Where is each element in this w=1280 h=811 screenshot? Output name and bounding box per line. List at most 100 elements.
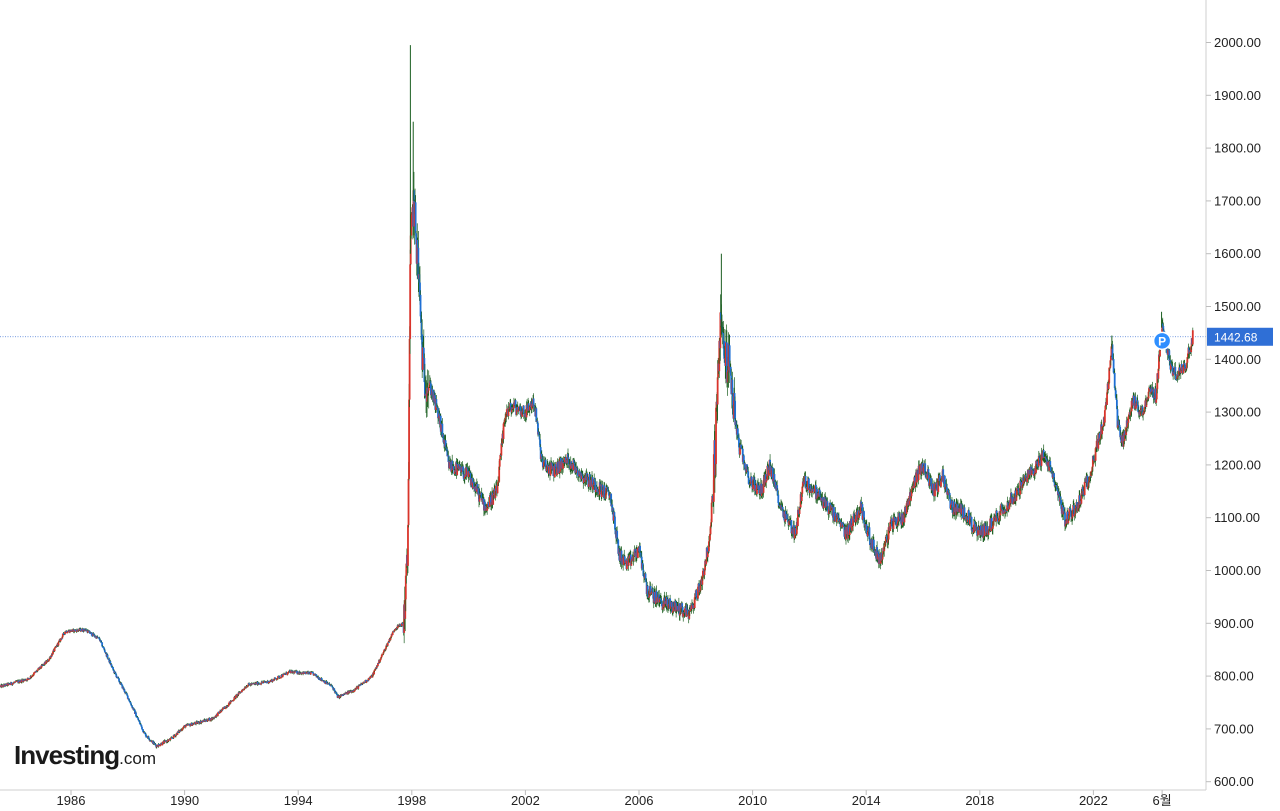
candle-body <box>187 724 190 726</box>
candle-body <box>892 517 895 530</box>
candle-body <box>786 514 788 520</box>
candle-body <box>657 596 660 603</box>
candle-body <box>291 670 294 673</box>
candle-body <box>515 409 518 415</box>
candle-body <box>691 603 693 610</box>
candle-body <box>404 599 407 619</box>
candle-body <box>1070 510 1072 517</box>
candle-body <box>679 613 681 616</box>
candle-body <box>266 682 268 684</box>
candle-body <box>776 485 779 490</box>
candle-body <box>827 509 829 512</box>
candle-body <box>934 484 937 491</box>
candle-body <box>576 470 579 476</box>
candle-body <box>724 342 727 366</box>
candle-body <box>156 745 159 747</box>
candle-body <box>587 480 590 487</box>
candle-body <box>826 501 829 510</box>
candle-body <box>504 418 507 421</box>
candle-body <box>114 673 117 675</box>
candle-body <box>337 695 339 698</box>
candle-body <box>155 745 158 748</box>
candle-body <box>421 347 424 370</box>
candle-body <box>1053 482 1056 487</box>
candle-body <box>835 519 838 523</box>
candle-body <box>1184 364 1187 371</box>
candle-body <box>224 708 227 710</box>
candle-body <box>1097 434 1100 449</box>
candle-body <box>541 456 544 461</box>
candle-body <box>631 559 633 561</box>
candle-body <box>37 668 40 670</box>
candle-body <box>133 709 136 711</box>
candle-body <box>1135 403 1138 406</box>
candle-body <box>960 504 963 515</box>
x-tick-label: 2018 <box>965 793 994 808</box>
candle-body <box>1154 388 1157 403</box>
candle-body <box>962 517 965 519</box>
candle-body <box>729 366 732 376</box>
candle-body <box>543 461 546 463</box>
candle-body <box>167 739 170 741</box>
candle-body <box>35 671 37 673</box>
candle-body <box>269 680 272 682</box>
candle-body <box>431 389 434 397</box>
candle-body <box>764 474 767 483</box>
candle-body <box>458 464 461 470</box>
candle-body <box>98 637 101 640</box>
candle-body <box>594 481 597 493</box>
candle-body <box>903 512 906 523</box>
candle-body <box>261 681 264 683</box>
candle-body <box>642 569 645 577</box>
candle-body <box>1083 481 1086 496</box>
candle-body <box>1083 494 1086 496</box>
candle-body <box>335 692 338 695</box>
candle-body <box>673 607 675 612</box>
candle-body <box>980 530 983 536</box>
candle-body <box>404 575 407 600</box>
candle-body <box>1010 492 1013 499</box>
candle-body <box>992 525 994 529</box>
candle-body <box>1088 477 1091 482</box>
candle-body <box>1120 435 1123 443</box>
candle-body <box>710 502 713 523</box>
candle-body <box>521 411 524 417</box>
candle-body <box>296 670 299 674</box>
candle-body <box>992 521 995 526</box>
candle-body <box>1177 374 1179 376</box>
candle-body <box>721 331 724 334</box>
candle-body <box>891 526 894 528</box>
candle-body <box>760 483 763 496</box>
candle-body <box>1 685 4 688</box>
candle-body <box>93 634 96 637</box>
candle-body <box>726 371 729 383</box>
candle-body <box>32 674 35 676</box>
candle-body <box>923 466 925 474</box>
candle-body <box>542 466 545 468</box>
candle-body <box>468 471 471 475</box>
candle-body <box>137 719 140 721</box>
candle-body <box>48 658 51 661</box>
candle-body <box>752 479 755 490</box>
candle-body <box>349 691 351 693</box>
candle-body <box>103 648 106 651</box>
investing-logo[interactable]: Investing .com <box>14 740 156 771</box>
candle-body <box>419 294 422 317</box>
candle-body <box>458 464 461 467</box>
candle-body <box>802 481 805 483</box>
candle-body <box>1026 476 1029 483</box>
candle-body <box>1191 330 1194 345</box>
candle-body <box>1022 477 1025 484</box>
candle-body <box>1095 440 1098 448</box>
y-axis-ticks: 600.00 700.00 800.00 900.00 1000.00 1100.00 12… <box>1206 35 1261 789</box>
candle-body <box>691 603 694 606</box>
candle-body <box>754 485 757 489</box>
candle-body <box>91 635 94 637</box>
candle-body <box>1153 396 1156 399</box>
candle-body <box>503 422 505 424</box>
candle-body <box>947 489 950 496</box>
candle-body <box>985 531 988 536</box>
candle-body <box>386 643 389 646</box>
candle-body <box>835 516 838 523</box>
candle-body <box>974 523 977 531</box>
